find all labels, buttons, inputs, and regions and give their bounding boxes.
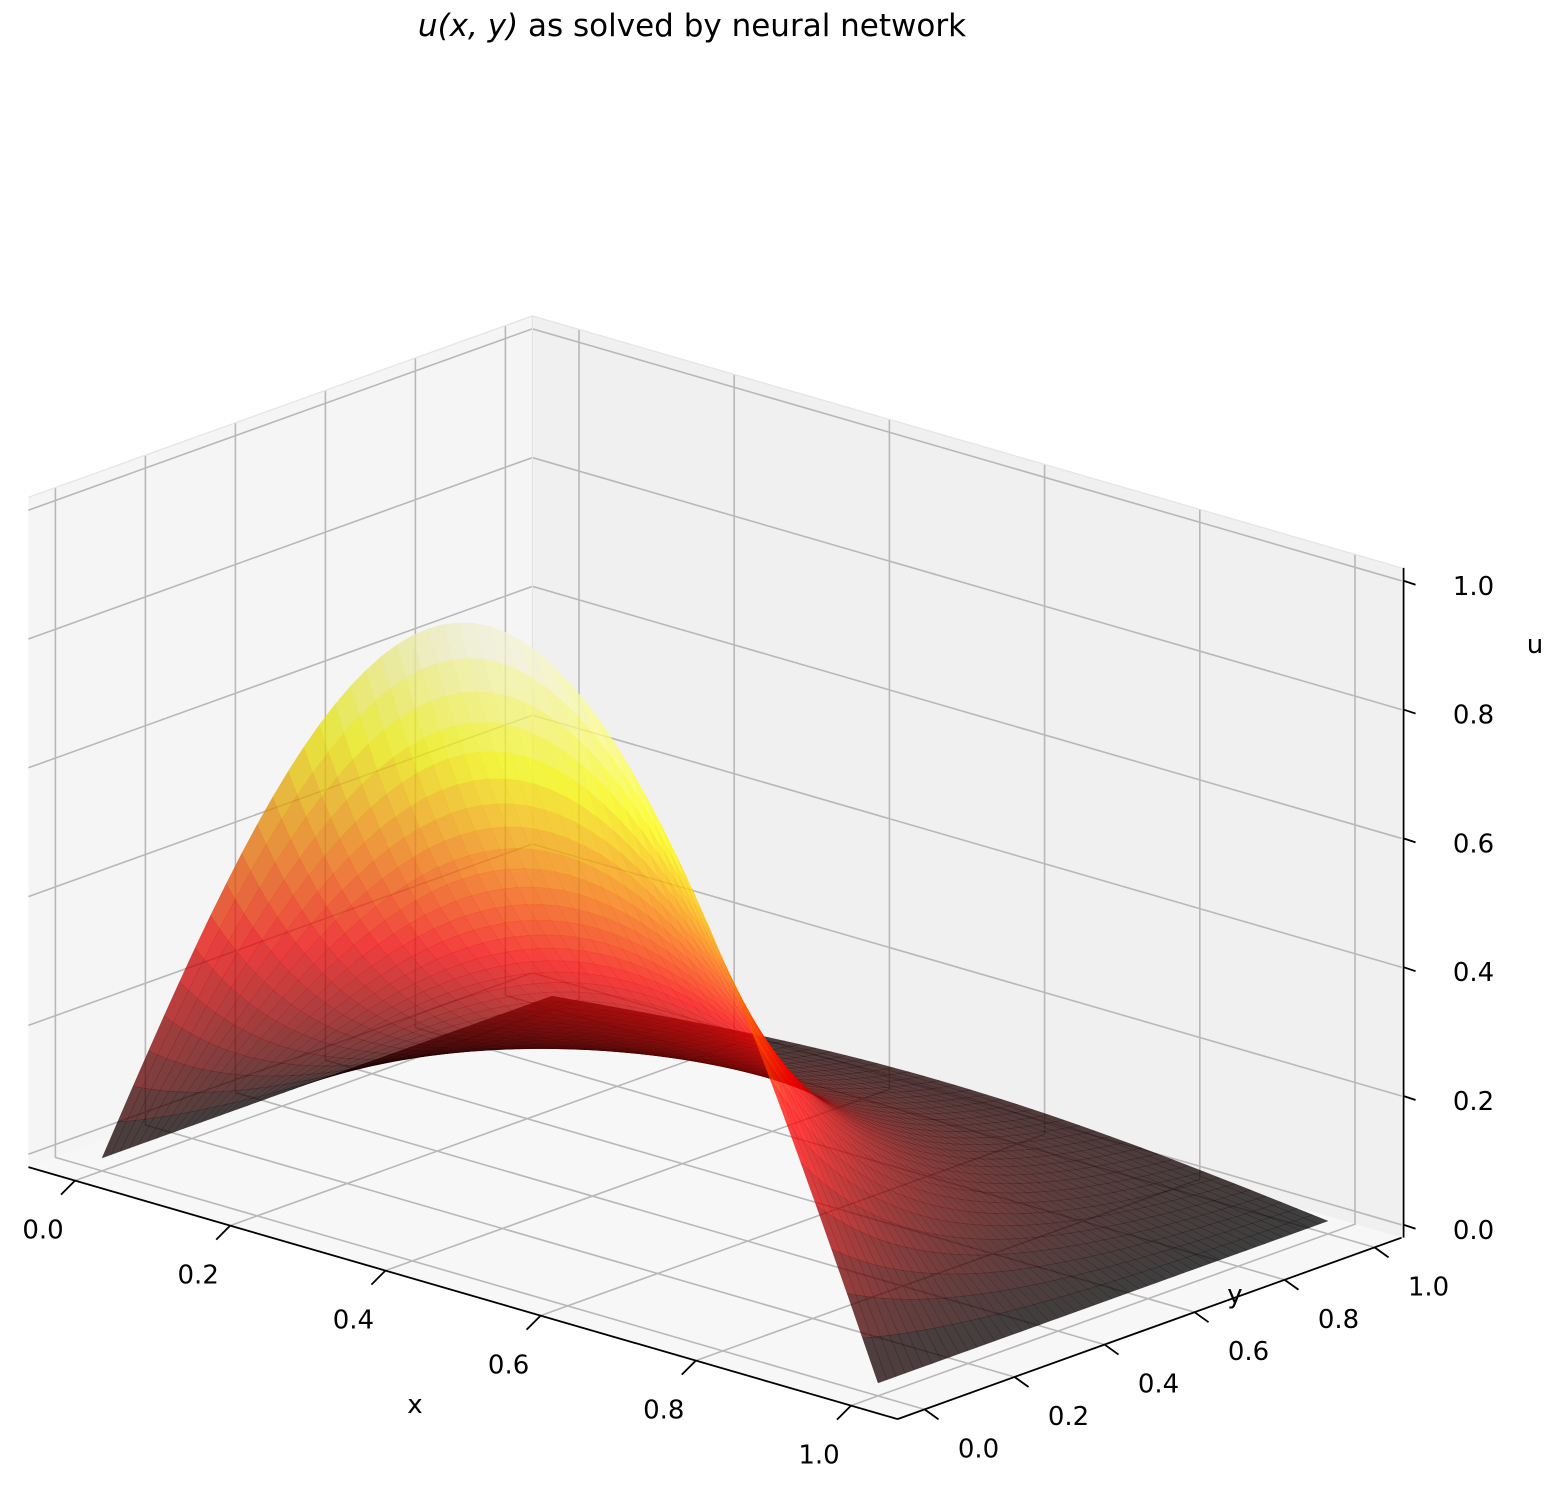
- y-tick-mark: [1194, 1311, 1210, 1323]
- surface-patch: [1042, 1299, 1068, 1319]
- y-tick-mark: [1284, 1279, 1300, 1291]
- y-gridline: [54, 487, 925, 1411]
- x-tick-label: 0.4: [333, 1306, 374, 1336]
- surface-patch: [1015, 1306, 1041, 1329]
- y-tick-mark: [1104, 1343, 1120, 1356]
- z-tick-label: 0.0: [1453, 1216, 1494, 1246]
- z-tick-mark: [1403, 579, 1416, 586]
- surface-patch: [1185, 1254, 1212, 1267]
- z-tick-mark: [1403, 1223, 1416, 1230]
- z-tick-mark: [1403, 966, 1416, 973]
- surface-patch: [1077, 1288, 1104, 1306]
- x-tick-label: 0.2: [178, 1261, 219, 1291]
- x-tick-label: 0.0: [22, 1216, 63, 1246]
- surface-patch: [1239, 1236, 1266, 1248]
- surface-patch: [1006, 1309, 1032, 1332]
- z-tick-mark: [1403, 837, 1416, 844]
- surface-patch: [862, 1337, 888, 1384]
- y-tick-label: 0.4: [1138, 1370, 1179, 1400]
- x-tick-mark: [215, 1224, 231, 1241]
- y-tick-mark: [1014, 1376, 1030, 1388]
- x-tick-mark: [525, 1314, 542, 1331]
- x-axis-label: x: [407, 1390, 422, 1420]
- surface-patch: [961, 1320, 987, 1348]
- surface-patch: [1248, 1233, 1275, 1244]
- back-pane: [532, 315, 1402, 1238]
- x-tick-mark: [60, 1179, 76, 1196]
- surface-patch: [1203, 1248, 1230, 1261]
- surface-patch: [1230, 1239, 1257, 1251]
- z-tick-label: 0.4: [1453, 958, 1494, 988]
- x-tick-label: 0.8: [643, 1396, 684, 1426]
- surface-patch: [1257, 1230, 1284, 1241]
- title-math: u(x, y): [418, 8, 518, 44]
- y-tick-mark: [1374, 1246, 1390, 1259]
- x-tick-label: 1.0: [798, 1441, 839, 1471]
- y-tick-label: 1.0: [1408, 1272, 1449, 1302]
- y-tick-mark: [924, 1408, 940, 1421]
- z-tick-mark: [1403, 1095, 1416, 1101]
- z-axis-label: u: [1527, 630, 1543, 660]
- z-tick-label: 0.6: [1453, 829, 1494, 859]
- y-tick-label: 0.8: [1318, 1305, 1359, 1335]
- y-tick-label: 0.0: [958, 1434, 999, 1464]
- y-axis-label: y: [1227, 1280, 1242, 1310]
- x-tick-mark: [836, 1404, 852, 1421]
- z-tick-mark: [1403, 708, 1416, 715]
- y-axis-line: [897, 1236, 1402, 1420]
- surface-patch: [1149, 1266, 1176, 1280]
- axis-lines: [28, 567, 1405, 1420]
- x-tick-label: 0.6: [488, 1351, 529, 1381]
- surface-patch: [1176, 1257, 1203, 1270]
- chart-title: u(x, y) as solved by neural network: [418, 8, 966, 44]
- y-tick-label: 0.6: [1228, 1337, 1269, 1367]
- z-tick-label: 0.2: [1453, 1087, 1494, 1117]
- z-tick-label: 1.0: [1453, 572, 1494, 602]
- surface-patch: [1302, 1214, 1329, 1225]
- axis-labels: u(x, y) as solved by neural network x y …: [407, 8, 1543, 1420]
- title-rest: as solved by neural network: [518, 8, 966, 44]
- surface-patch: [1033, 1301, 1059, 1322]
- surface-patch: [1140, 1269, 1167, 1283]
- x-tick-mark: [681, 1359, 697, 1376]
- surface-patch: [970, 1318, 996, 1345]
- surface-patch: [1275, 1223, 1302, 1235]
- surface-mesh: [101, 622, 1329, 1384]
- surface-patch: [1024, 1304, 1050, 1325]
- x-axis-line: [28, 1166, 898, 1420]
- surface-patch: [1113, 1277, 1140, 1293]
- surface-patch: [1104, 1280, 1131, 1296]
- surface-patch: [1086, 1286, 1113, 1303]
- z-tick-label: 0.8: [1453, 701, 1494, 731]
- surface-patch: [997, 1311, 1023, 1335]
- surface-patch: [1194, 1251, 1221, 1264]
- y-tick-label: 0.2: [1048, 1402, 1089, 1432]
- surface-patch: [1060, 1294, 1086, 1312]
- x-gridline: [850, 554, 1356, 1407]
- x-tick-mark: [370, 1269, 387, 1286]
- tick-labels: 0.00.20.40.60.81.0 0.00.20.40.60.81.00.00…: [22, 572, 1494, 1471]
